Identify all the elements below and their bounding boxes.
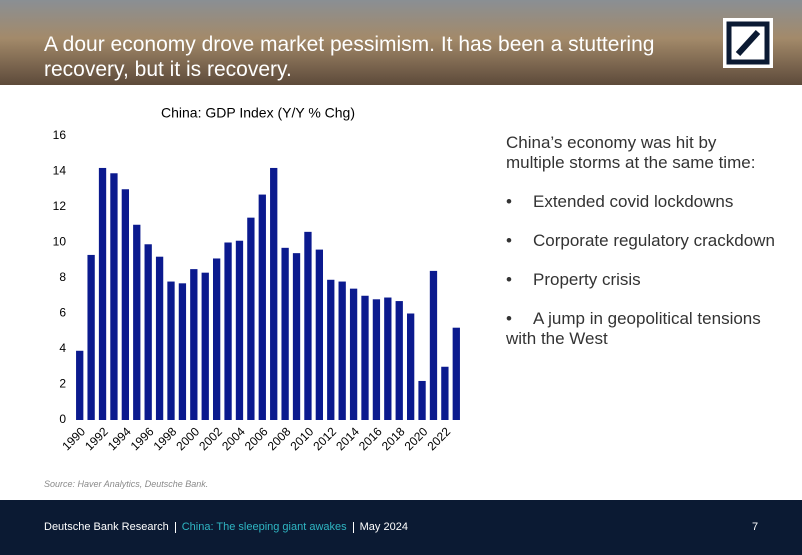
bar [372, 299, 381, 420]
y-tick-label: 14 [53, 164, 67, 178]
bar [121, 189, 130, 420]
bar [87, 254, 95, 420]
x-tick-label: 1998 [151, 424, 180, 453]
x-tick-label: 1996 [128, 424, 157, 453]
x-tick-label: 2016 [356, 424, 385, 453]
bar [258, 194, 266, 420]
page-number: 7 [752, 521, 759, 533]
footer: Deutsche Bank Research China: The sleepin… [0, 500, 802, 555]
bullet-list: Extended covid lockdowns Corporate regul… [506, 192, 776, 349]
bar [395, 301, 403, 420]
bar [201, 272, 209, 420]
bar [190, 269, 198, 420]
header: A dour economy drove market pessimism. I… [0, 0, 802, 85]
x-tick-label: 2008 [265, 424, 294, 453]
x-tick-label: 2010 [288, 424, 317, 453]
x-tick-label: 2012 [310, 424, 339, 453]
bar [429, 270, 438, 420]
x-tick-label: 2000 [173, 424, 202, 453]
bar [349, 288, 358, 420]
x-tick-label: 1990 [59, 424, 88, 453]
x-tick-label: 2018 [379, 424, 408, 453]
bar [418, 380, 426, 420]
bullet: Extended covid lockdowns [506, 192, 776, 212]
bar [212, 258, 221, 420]
bar [155, 256, 164, 420]
x-tick-label: 2006 [242, 424, 271, 453]
y-tick-label: 0 [59, 412, 66, 426]
y-tick-label: 12 [53, 199, 67, 213]
intro: China’s economy was hit by multiple stor… [506, 133, 756, 172]
y-tick-label: 16 [53, 128, 67, 142]
bar [247, 217, 255, 420]
y-tick-label: 10 [53, 235, 67, 249]
y-tick-label: 8 [59, 270, 66, 284]
bar [76, 350, 84, 420]
bar [167, 281, 175, 420]
bar [98, 167, 107, 420]
x-tick-label: 2014 [333, 424, 362, 453]
footer-item: Deutsche Bank Research [44, 521, 169, 533]
footer-items: Deutsche Bank Research China: The sleepin… [44, 521, 414, 533]
bar [133, 224, 141, 420]
bar [292, 253, 301, 420]
bar [452, 327, 460, 420]
title-line: A dour economy drove market pessimism. I… [44, 33, 655, 56]
title-line: recovery, but it is recovery. [44, 58, 292, 81]
footer-item: China: The sleeping giant awakes [174, 522, 353, 533]
chart: China: GDP Index (Y/Y % Chg) 0 2 4 6 8 10 12 14… [53, 105, 460, 453]
bar [144, 244, 152, 420]
logo-mark [726, 21, 770, 65]
x-tick-label: 1994 [105, 424, 134, 453]
bar [338, 281, 346, 420]
bar [178, 283, 187, 420]
source: Source: Haver Analytics, Deutsche Bank. [44, 479, 209, 489]
bar [361, 295, 369, 420]
bar [270, 167, 278, 420]
x-tick-label: 2020 [402, 424, 431, 453]
commentary: China’s economy was hit by multiple stor… [506, 133, 776, 349]
bar [315, 249, 324, 420]
bar [327, 279, 335, 420]
logo [723, 18, 773, 68]
bar [281, 247, 289, 420]
chart-title: China: GDP Index (Y/Y % Chg) [161, 105, 355, 121]
bullet: Corporate regulatory crackdown [506, 231, 776, 251]
bullet: A jump in geopolitical tensions with the… [506, 309, 776, 349]
x-tick-label: 2002 [196, 424, 225, 453]
bar [406, 313, 415, 420]
x-tick-label: 2004 [219, 424, 248, 453]
bar [384, 297, 392, 420]
bar [304, 231, 312, 420]
bar [224, 242, 232, 420]
bar [441, 366, 449, 420]
bullet: Property crisis [506, 270, 776, 290]
footer-item: May 2024 [352, 522, 414, 533]
y-tick-label: 4 [59, 341, 66, 355]
x-tick-label: 1992 [82, 424, 111, 453]
bar [235, 240, 244, 420]
x-tick-label: 2022 [424, 424, 453, 453]
bar [110, 173, 118, 420]
y-tick-label: 2 [59, 377, 66, 391]
y-tick-label: 6 [59, 306, 66, 320]
